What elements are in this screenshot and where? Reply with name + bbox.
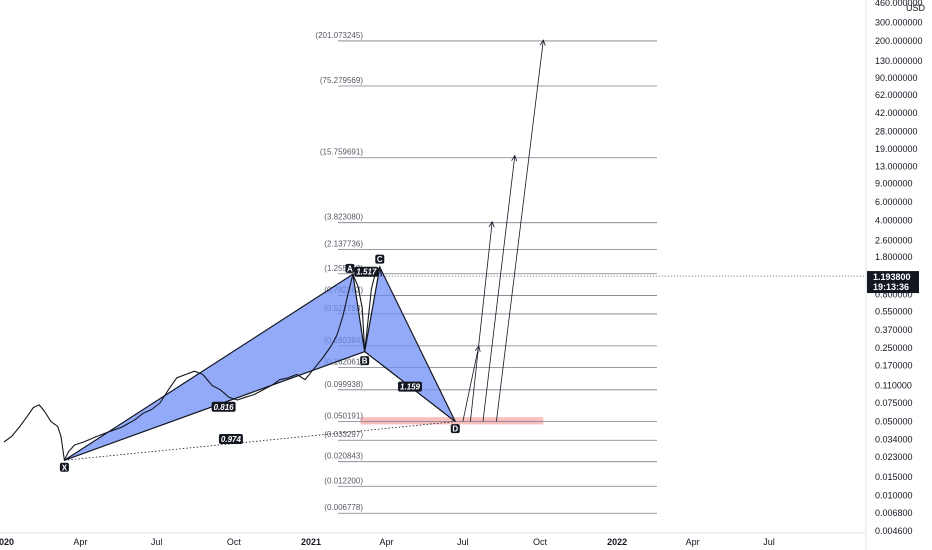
y-tick-label: 42.000000 [875,108,918,118]
fib-level-label: (0.162061) [324,358,363,367]
point-marker-a: A [345,263,355,273]
ratio-label-box [397,381,422,392]
point-marker-box [375,254,385,264]
ratio-label-box [354,266,379,277]
y-tick-label: 0.075000 [875,398,913,408]
price-line [3,266,383,461]
pattern-bcd [364,265,456,423]
y-tick-label: 0.034000 [875,434,913,444]
x-tick-label: Apr [73,537,87,547]
ratio-label-text: 1.517 [356,268,377,277]
y-tick-label: 13.000000 [875,162,918,172]
y-tick-label: 90.000000 [875,73,918,83]
fib-level-label: (15.759691) [320,148,363,157]
y-tick-label: 460.000000 [875,0,923,8]
y-tick-label: 130.000000 [875,56,923,66]
ratio-label-box [211,401,236,412]
y-tick-label: 62.000000 [875,90,918,100]
y-tick-label: 0.010000 [875,490,913,500]
point-marker-text: C [377,255,383,264]
projection-arrow [482,155,516,422]
y-tick-label: 1.800000 [875,252,913,262]
point-marker-d: D [450,424,460,434]
point-marker-box [450,424,460,434]
fib-level-label: (0.050191) [324,411,363,420]
point-marker-box [59,462,69,472]
y-tick-label: 0.370000 [875,325,913,335]
point-marker-c: C [375,254,385,264]
x-tick-label: Jul [763,537,775,547]
y-tick-label: 300.000000 [875,18,923,28]
point-marker-b: B [360,356,370,366]
projection-arrow-head [511,154,518,162]
point-marker-box [345,263,355,273]
projection-arrow [495,40,544,422]
fib-level-label: (75.279569) [320,76,363,85]
x-tick-label: Apr [379,537,393,547]
currency-label: USD [906,3,926,13]
point-marker-x: X [59,462,69,472]
pattern-xab [64,273,366,461]
y-tick-label: 0.170000 [875,360,913,370]
y-tick-label: 0.110000 [875,380,912,390]
current-price-value: 1.193800 [873,272,911,282]
projection-arrow-head [488,220,495,228]
ratio-label-text: 0.816 [214,403,235,412]
y-tick-label: 0.004600 [875,526,913,536]
fib-level-label: (0.033297) [324,430,363,439]
current-price-tag [867,271,919,294]
y-tick-label: 2.600000 [875,235,913,245]
y-tick-label: 28.000000 [875,126,918,136]
projection-arrow [462,345,480,422]
y-tick-label: 0.023000 [875,452,913,462]
point-marker-text: X [62,463,68,472]
y-tick-label: 0.250000 [875,343,913,353]
fib-level-label: (1.255518) [324,264,363,273]
point-marker-text: B [362,357,368,366]
current-price-countdown: 19:13:36 [873,282,909,292]
x-tick-label: 2020 [0,537,14,547]
x-tick-label: Oct [533,537,548,547]
ratio-label: 1.159 [397,381,422,392]
x-tick-label: 2021 [301,537,321,547]
fib-level-label: (2.137736) [324,239,363,248]
point-marker-box [360,356,370,366]
y-tick-label: 6.000000 [875,197,913,207]
fib-level-label: (201.073245) [315,31,363,40]
fib-level-label: (0.020843) [324,452,363,461]
x-tick-label: Jul [151,537,163,547]
point-marker-text: D [452,425,458,434]
y-tick-label: 0.050000 [875,417,913,427]
y-tick-label: 9.000000 [875,178,913,188]
x-tick-label: Apr [686,537,700,547]
fib-level-label: (0.012200) [324,476,363,485]
fib-level-label: (3.823080) [324,213,363,222]
x-tick-label: Oct [227,537,242,547]
ratio-label-box [218,434,243,445]
point-marker-text: A [347,264,353,273]
y-tick-label: 0.550000 [875,307,913,317]
ratio-label-text: 1.159 [400,383,421,392]
ratio-label: 0.816 [211,401,236,412]
y-tick-label: 0.015000 [875,472,913,482]
y-tick-label: 0.800000 [875,289,913,299]
pattern-xd-line [64,421,456,461]
y-tick-label: 0.006800 [875,508,913,518]
projection-arrow [469,221,493,422]
ratio-label-text: 0.974 [221,435,242,444]
ratio-label: 0.974 [218,434,243,445]
y-tick-label: 200.000000 [875,36,923,46]
x-tick-label: 2022 [607,537,627,547]
y-tick-label: 19.000000 [875,144,918,154]
ratio-label: 1.517 [354,266,379,277]
fib-level-label: (0.099938) [324,380,363,389]
projection-arrow-head [539,39,546,46]
target-zone [360,417,544,425]
fib-level-label: (0.006778) [324,503,363,512]
x-tick-label: Jul [457,537,469,547]
y-tick-label: 4.000000 [875,216,913,226]
